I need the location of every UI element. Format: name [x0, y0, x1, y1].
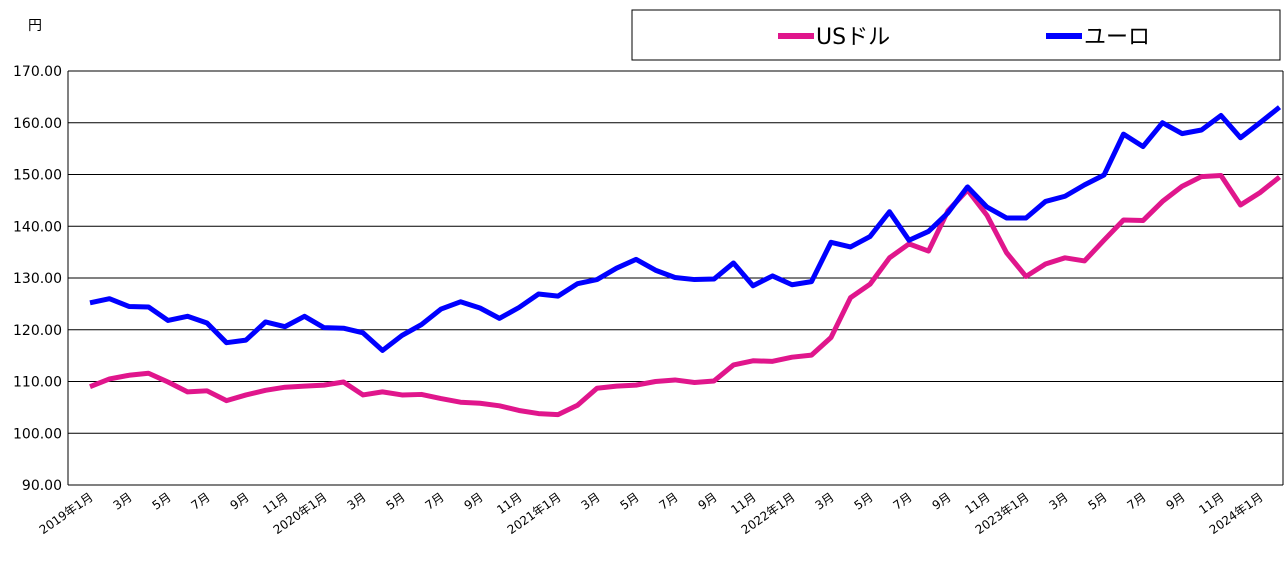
y-tick-label: 100.00	[13, 426, 62, 442]
y-tick-label: 170.00	[13, 64, 62, 80]
series-line	[89, 105, 1282, 353]
x-tick-label: 5月	[618, 490, 642, 513]
x-tick-label: 5月	[384, 490, 408, 513]
y-tick-label: 120.00	[13, 323, 62, 339]
y-tick-label: 130.00	[13, 271, 62, 287]
x-tick-label: 2019年1月	[37, 490, 96, 537]
legend-box	[631, 9, 1281, 61]
legend-label: ユーロ	[1084, 25, 1150, 50]
y-tick-label: 140.00	[13, 219, 62, 235]
x-tick-label: 5月	[852, 490, 876, 513]
y-tick-label: 160.00	[13, 116, 62, 132]
y-tick-label: 150.00	[13, 168, 62, 184]
x-tick-label: 7月	[657, 490, 681, 513]
x-tick-label: 7月	[423, 490, 447, 513]
x-tick-label: 11月	[494, 490, 524, 517]
x-tick-label: 7月	[189, 490, 213, 513]
y-axis-label: 円	[28, 18, 42, 34]
x-tick-label: 3月	[111, 490, 135, 513]
x-tick-label: 9月	[462, 490, 486, 513]
x-tick-label: 7月	[1125, 490, 1149, 513]
x-tick-label: 5月	[1086, 490, 1110, 513]
x-tick-label: 3月	[813, 490, 837, 513]
x-tick-label: 11月	[260, 490, 290, 517]
x-tick-label: 11月	[1196, 490, 1226, 517]
x-tick-label: 11月	[728, 490, 758, 517]
series-line	[89, 173, 1282, 418]
y-tick-label: 90.00	[22, 478, 62, 494]
x-tick-label: 3月	[579, 490, 603, 513]
x-tick-label: 3月	[345, 490, 369, 513]
x-tick-label: 7月	[891, 490, 915, 513]
y-tick-label: 110.00	[13, 375, 62, 391]
x-tick-label: 9月	[1164, 490, 1188, 513]
x-tick-label: 9月	[696, 490, 720, 513]
x-tick-label: 9月	[228, 490, 252, 513]
x-tick-label: 11月	[962, 490, 992, 517]
x-tick-label: 3月	[1047, 490, 1071, 513]
x-tick-label: 9月	[930, 490, 954, 513]
x-tick-label: 5月	[150, 490, 174, 513]
legend-label: USドル	[816, 25, 890, 50]
